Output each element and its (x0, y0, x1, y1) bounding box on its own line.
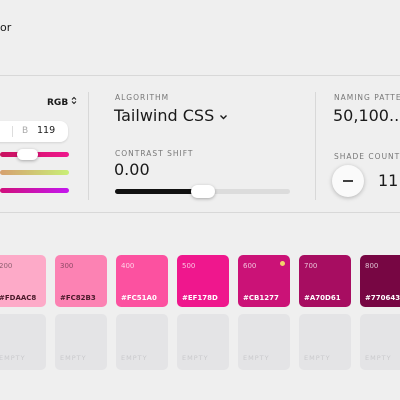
empty-slot: EMPTY (116, 314, 168, 370)
empty-slot: EMPTY (238, 314, 290, 370)
base-indicator (280, 261, 285, 266)
empty-slot: EMPTY (55, 314, 107, 370)
channel-label: B (22, 126, 29, 136)
divider (88, 92, 89, 200)
shade-label: 700 (304, 262, 318, 270)
shade-label: 200 (0, 262, 13, 270)
empty-label: EMPTY (0, 354, 26, 362)
minus-icon (343, 180, 353, 182)
algorithm-value: Tailwind CSS (114, 106, 215, 125)
channel-value: 119 (37, 125, 56, 136)
shade-label: 600 (243, 262, 257, 270)
hex-label: #FC51A0 (121, 294, 157, 302)
empty-label: EMPTY (182, 354, 209, 362)
swatch[interactable]: 300 #FC82B3 (55, 255, 107, 307)
naming-label: NAMING PATTER (334, 93, 400, 102)
empty-label: EMPTY (60, 354, 87, 362)
separator (12, 126, 13, 137)
empty-label: EMPTY (243, 354, 270, 362)
hex-label: #A70D61 (304, 294, 341, 302)
hex-label: #CB1277 (243, 294, 279, 302)
empty-label: EMPTY (304, 354, 331, 362)
swatch[interactable]: 800 #770643 (360, 255, 400, 307)
empty-label: EMPTY (121, 354, 148, 362)
slider-knob[interactable] (17, 149, 38, 160)
shade-count-label: SHADE COUNT (334, 152, 400, 161)
shade-count-value: 11 (378, 171, 399, 190)
mode-select[interactable]: RGB (47, 96, 77, 108)
hex-label: #FDAAC8 (0, 294, 37, 302)
shade-label: 800 (365, 262, 379, 270)
channel-input[interactable]: B 119 (0, 121, 68, 142)
contrast-label: CONTRAST SHIFT (115, 149, 194, 158)
shade-label: 300 (60, 262, 74, 270)
naming-value[interactable]: 50,100...9 (333, 106, 400, 125)
hex-label: #770643 (365, 294, 400, 302)
swatch[interactable]: 500 #EF178D (177, 255, 229, 307)
divider (315, 92, 316, 200)
divider (0, 75, 400, 76)
empty-slot: EMPTY (299, 314, 351, 370)
mode-value: RGB (47, 98, 69, 108)
updown-icon (71, 96, 77, 105)
algorithm-select[interactable]: Tailwind CSS (114, 106, 228, 125)
divider (0, 212, 400, 213)
shade-label: 400 (121, 262, 135, 270)
hex-label: #EF178D (182, 294, 218, 302)
app-title: or (0, 21, 12, 34)
swatch[interactable]: 600 #CB1277 (238, 255, 290, 307)
chevron-icon (220, 115, 228, 120)
algorithm-label: ALGORITHM (115, 93, 170, 102)
swatch[interactable]: 200 #FDAAC8 (0, 255, 46, 307)
swatch[interactable]: 400 #FC51A0 (116, 255, 168, 307)
empty-label: EMPTY (365, 354, 392, 362)
contrast-fill (115, 189, 203, 194)
empty-slot: EMPTY (177, 314, 229, 370)
blue-slider[interactable] (0, 188, 69, 193)
slider-knob[interactable] (191, 185, 215, 198)
empty-slot: EMPTY (360, 314, 400, 370)
empty-slot: EMPTY (0, 314, 46, 370)
shade-label: 500 (182, 262, 196, 270)
contrast-value: 0.00 (114, 160, 150, 179)
green-slider[interactable] (0, 170, 69, 175)
decrement-button[interactable] (332, 165, 364, 197)
hex-label: #FC82B3 (60, 294, 96, 302)
swatch[interactable]: 700 #A70D61 (299, 255, 351, 307)
